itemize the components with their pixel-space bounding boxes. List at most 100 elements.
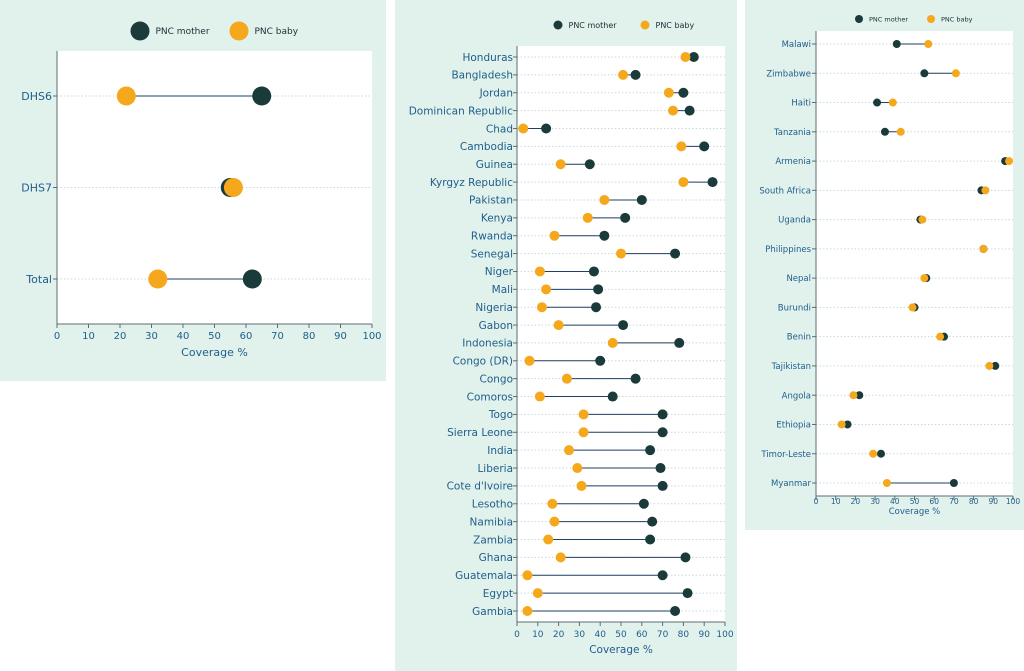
category-label-b: Nigeria	[475, 302, 513, 314]
category-label-b: Mali	[492, 284, 513, 296]
category-label-b: Senegal	[471, 248, 513, 260]
dot-pnc-baby-b	[578, 409, 589, 420]
dot-pnc-baby-c	[882, 479, 891, 487]
dot-pnc-mother-b	[657, 480, 668, 491]
dot-pnc-baby-b	[555, 552, 566, 563]
category-label-c: Tajikistan	[771, 362, 811, 372]
category-label-b: Dominican Republic	[409, 105, 514, 117]
dot-pnc-mother-b	[620, 212, 631, 223]
dot-pnc-baby-c	[918, 215, 927, 224]
x-tick-label-b: 100	[716, 630, 733, 640]
legend-label-pnc-baby-c: PNC baby	[941, 15, 973, 23]
category-label-b: Guinea	[476, 159, 513, 171]
category-label-c: Timor-Leste	[760, 450, 811, 460]
dot-pnc-mother-b	[618, 320, 629, 331]
dot-pnc-baby-b	[555, 159, 566, 170]
dot-pnc-mother-b	[680, 552, 691, 563]
category-label-c: Ethiopia	[776, 421, 811, 431]
category-label-b: Guatemala	[455, 570, 513, 582]
dot-pnc-mother-c	[877, 449, 886, 458]
dot-pnc-baby-c	[896, 127, 905, 136]
x-tick-label-a: 40	[177, 331, 190, 342]
x-tick-label-b: 70	[657, 630, 669, 640]
dot-pnc-baby-b	[543, 534, 554, 545]
category-label-b: Ghana	[479, 552, 513, 564]
category-label-a: DHS7	[21, 181, 52, 194]
dot-pnc-mother-b	[595, 355, 606, 366]
dot-pnc-baby-a	[148, 269, 168, 289]
dot-pnc-baby-b	[547, 498, 558, 509]
dot-pnc-mother-b	[699, 141, 710, 152]
x-tick-label-c: 60	[929, 497, 939, 506]
dot-pnc-mother-b	[638, 498, 649, 509]
dot-pnc-baby-b	[578, 427, 589, 438]
dot-pnc-baby-c	[985, 361, 994, 370]
x-tick-label-b: 90	[698, 630, 710, 640]
x-tick-label-c: 40	[890, 497, 900, 506]
legend-marker-pnc-mother-b	[553, 20, 563, 30]
category-label-b: Lesotho	[472, 499, 513, 511]
dot-pnc-baby-b	[668, 105, 678, 116]
x-tick-label-c: 0	[814, 497, 819, 506]
dot-pnc-mother-b	[599, 230, 610, 241]
dot-pnc-baby-c	[981, 186, 990, 195]
dot-pnc-mother-b	[636, 194, 647, 205]
legend-marker-pnc-mother-a	[130, 21, 150, 41]
dot-pnc-mother-c	[855, 391, 864, 400]
category-label-c: Philippines	[765, 245, 811, 255]
x-tick-label-b: 50	[615, 630, 627, 640]
category-label-b: Jordan	[479, 88, 513, 100]
dot-pnc-mother-a	[252, 86, 272, 106]
dot-pnc-baby-c	[920, 274, 929, 283]
chart-panel-c: 0 10 20 30 40 50 60 70 80 90 100 Coverage % Malawi Zi…	[745, 0, 1024, 530]
dot-pnc-baby-b	[549, 516, 560, 527]
category-label-b: Gabon	[479, 320, 513, 332]
category-label-c: Myanmar	[771, 479, 811, 489]
dot-pnc-mother-b	[688, 52, 699, 62]
chart-b-svg: 0 10 20 30 40 50 60 70 80 90 100 Coverage % Honduras…	[409, 20, 734, 656]
x-tick-label-c: 70	[949, 497, 959, 506]
x-tick-label-b: 0	[514, 630, 520, 640]
dot-pnc-baby-c	[837, 420, 846, 429]
legend-label-pnc-baby-a: PNC baby	[255, 27, 299, 37]
x-tick-label-a: 80	[303, 331, 316, 342]
dot-pnc-mother-b	[707, 177, 718, 188]
dot-pnc-mother-b	[670, 606, 681, 616]
category-label-b: Namibia	[470, 516, 513, 528]
dot-pnc-mother-c	[949, 479, 958, 487]
dot-pnc-baby-b	[663, 87, 674, 98]
dot-pnc-baby-b	[582, 212, 593, 223]
dot-pnc-mother-c	[873, 98, 882, 107]
category-label-c: Angola	[782, 391, 811, 401]
category-label-b: Togo	[488, 409, 513, 421]
legend-label-pnc-mother-c: PNC mother	[869, 15, 908, 23]
category-label-b: Chad	[486, 123, 513, 135]
dot-pnc-baby-b	[534, 391, 545, 402]
chart-c-svg: 0 10 20 30 40 50 60 70 80 90 100 Coverage % Malawi Zi…	[759, 15, 1021, 517]
category-label-b: Cote d'Ivoire	[447, 481, 513, 493]
dot-pnc-baby-a	[223, 178, 243, 197]
dot-pnc-mother-b	[630, 373, 641, 384]
legend-marker-pnc-mother-c	[855, 15, 863, 23]
category-label-c: Armenia	[775, 157, 811, 167]
dot-pnc-mother-b	[657, 427, 668, 438]
dot-pnc-baby-b	[680, 52, 691, 62]
dot-pnc-baby-b	[576, 480, 587, 491]
dot-pnc-baby-b	[564, 445, 574, 456]
x-tick-label-a: 0	[54, 331, 60, 342]
category-label-b: Kenya	[481, 213, 513, 225]
x-tick-label-c: 50	[910, 497, 920, 506]
plot-area-b	[517, 46, 725, 622]
category-label-a: Total	[25, 273, 52, 286]
dot-pnc-baby-b	[534, 266, 545, 277]
dot-pnc-baby-b	[524, 355, 535, 366]
category-label-b: Honduras	[462, 52, 513, 64]
dot-pnc-baby-b	[678, 177, 689, 188]
plot-area-c	[816, 31, 1013, 496]
x-tick-label-a: 60	[240, 331, 253, 342]
category-label-b: Rwanda	[471, 230, 513, 242]
category-label-b: Kyrgyz Republic	[430, 177, 513, 189]
dot-pnc-baby-b	[561, 373, 572, 384]
x-tick-label-c: 100	[1006, 497, 1021, 506]
dot-pnc-mother-b	[645, 534, 656, 545]
